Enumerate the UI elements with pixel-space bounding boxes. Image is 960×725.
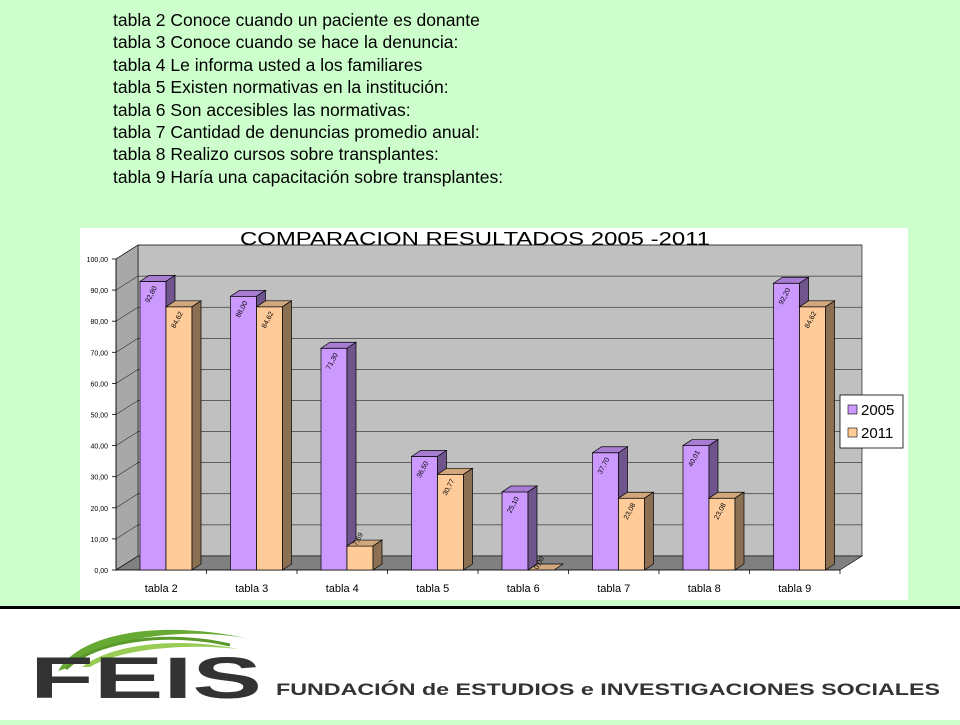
bar-2011-front xyxy=(799,306,826,571)
slide-text-line: tabla 6 Son accesibles las normativas: xyxy=(113,99,411,120)
logo-swoosh-inner xyxy=(82,643,238,667)
bar-2011-side xyxy=(282,300,292,571)
y-tick-label: 50,00 xyxy=(90,413,108,420)
gridline xyxy=(115,431,862,446)
y-tick-label: 40,00 xyxy=(90,444,108,451)
y-tick-label: 20,00 xyxy=(90,506,108,513)
x-tick-label: tabla 8 xyxy=(688,583,721,595)
y-tick-label: 0,00 xyxy=(94,568,108,575)
chart-title: COMPARACION RESULTADOS 2005 -2011 xyxy=(240,229,710,249)
gridline xyxy=(115,338,862,353)
legend-swatch-2011 xyxy=(847,427,858,438)
x-tick-label: tabla 5 xyxy=(416,583,449,595)
plot-floor xyxy=(114,555,864,571)
bar-2005-front xyxy=(139,281,167,571)
x-tick-label: tabla 7 xyxy=(597,583,630,595)
x-tick-label: tabla 3 xyxy=(235,583,268,595)
bar-2011-front xyxy=(165,306,193,571)
bar-2005-front xyxy=(592,452,619,571)
logo-swoosh-arc xyxy=(64,636,231,671)
logo-wordmark: FEIS xyxy=(30,646,262,711)
bar-2005-side xyxy=(527,485,538,571)
bar-2005-side xyxy=(346,341,357,571)
gridline xyxy=(115,244,862,260)
slide-text-line: tabla 5 Existen normativas en la institu… xyxy=(113,77,449,98)
y-tick-label: 90,00 xyxy=(90,288,108,295)
legend-label-2005: 2005 xyxy=(861,402,894,419)
bar-2011-side xyxy=(191,300,202,571)
bar-2011-side xyxy=(372,539,383,571)
bar-2005-front xyxy=(411,456,438,571)
bar-2011-front xyxy=(346,545,374,571)
bar-2005-front xyxy=(230,295,257,571)
bar-2005-front xyxy=(501,491,529,571)
bar-2011-side xyxy=(644,491,654,571)
bar-2011-top xyxy=(526,563,565,571)
y-tick-label: 10,00 xyxy=(90,537,108,544)
legend-swatch-2005 xyxy=(847,404,858,415)
slide-text-line: tabla 9 Haría una capacitación sobre tra… xyxy=(113,166,504,187)
bar-2011-side xyxy=(463,467,473,571)
x-tick-label: tabla 4 xyxy=(326,583,359,595)
legend-box xyxy=(839,394,904,449)
slide-text-list: tabla 2 Conoce cuando un paciente es don… xyxy=(113,9,503,188)
org-name: FUNDACIÓN de ESTUDIOS e INVESTIGACIONES … xyxy=(276,680,940,699)
bar-2011-front xyxy=(256,306,283,571)
slide-text-line: tabla 4 Le informa usted a los familiare… xyxy=(113,54,423,75)
y-tick-label: 60,00 xyxy=(90,381,108,388)
y-tick-label: 70,00 xyxy=(90,350,108,357)
gridline xyxy=(115,306,862,322)
gridline xyxy=(115,400,862,415)
slide-text-line: tabla 3 Conoce cuando se hace la denunci… xyxy=(113,32,459,53)
x-tick-label: tabla 6 xyxy=(507,583,540,595)
logo-swoosh-outer xyxy=(58,629,250,671)
slide-text-line: tabla 2 Conoce cuando un paciente es don… xyxy=(113,10,480,30)
bar-2011-front xyxy=(618,497,645,571)
bar-2011-side xyxy=(825,300,835,571)
slide-text-line: tabla 7 Cantidad de denuncias promedio a… xyxy=(113,122,480,143)
y-tick-label: 30,00 xyxy=(90,475,108,482)
x-tick-label: tabla 9 xyxy=(778,583,811,595)
x-tick-label: tabla 2 xyxy=(145,583,178,595)
legend-label-2011: 2011 xyxy=(861,425,893,442)
footer-banner: FEIS FUNDACIÓN de ESTUDIOS e INVESTIGACI… xyxy=(0,606,960,720)
bar-2005-front xyxy=(773,282,800,571)
slide-text-line: tabla 8 Realizo cursos sobre transplante… xyxy=(113,144,439,165)
y-tick-label: 100,00 xyxy=(87,257,109,264)
bar-2005-front xyxy=(320,347,348,571)
gridline xyxy=(115,369,862,384)
y-tick-label: 80,00 xyxy=(90,319,108,326)
comparison-chart: COMPARACION RESULTADOS 2005 -2011 0,00 10,… xyxy=(80,228,908,600)
feis-logo: FEIS FUNDACIÓN de ESTUDIOS e INVESTIGACI… xyxy=(30,629,940,711)
gridline xyxy=(115,275,862,291)
bar-2011-side xyxy=(734,491,745,571)
